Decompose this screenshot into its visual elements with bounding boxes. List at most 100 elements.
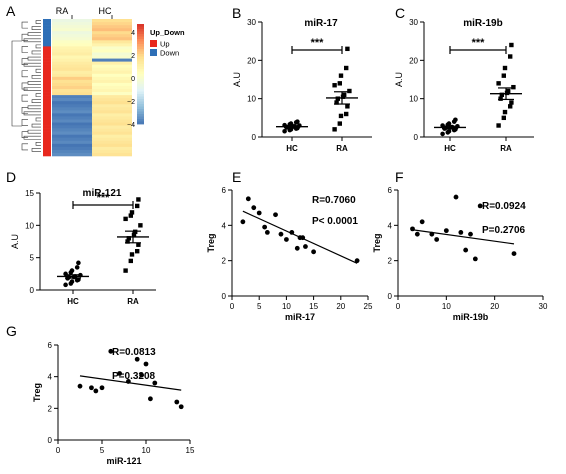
dendrogram-branch <box>21 46 28 53</box>
dendrogram-branch <box>21 21 28 29</box>
panel-e-x-tick-label: 20 <box>336 302 345 311</box>
colorbar-segment <box>137 84 144 87</box>
panel-f-data-point <box>463 247 469 253</box>
panel-f-y-tick-label: 0 <box>388 292 393 301</box>
heatmap-group-bar-segment <box>43 95 51 99</box>
heatmap-cell <box>52 107 93 111</box>
heatmap-cell <box>92 131 132 135</box>
heatmap-cell <box>52 146 93 151</box>
panel-g-y-axis-label: Treg <box>32 383 42 402</box>
panel-d-y-axis-label: A.U <box>10 234 20 249</box>
dendrogram-branch <box>31 75 41 79</box>
heatmap-cell <box>52 137 93 142</box>
colorbar-segment <box>137 66 144 70</box>
heatmap-group-bar-segment <box>43 152 51 157</box>
heatmap-cell <box>92 95 132 99</box>
dendrogram-branch <box>27 56 41 61</box>
heatmap-cell <box>52 52 93 56</box>
heatmap-legend-swatch <box>150 49 157 56</box>
panel-c-significance-label: *** <box>472 37 486 49</box>
panel-b-data-point <box>282 128 287 134</box>
panel-b-y-tick-label: 20 <box>247 56 256 65</box>
panel-f-x-tick-label: 20 <box>490 302 499 311</box>
heatmap-group-bar-segment <box>43 52 51 56</box>
panel-e-data-point <box>294 245 300 251</box>
panel-g-data-point <box>148 396 153 402</box>
heatmap-group-bar-segment <box>43 92 51 96</box>
heatmap-cell <box>52 31 93 35</box>
heatmap-cell <box>52 22 93 26</box>
heatmap-cell <box>92 122 132 126</box>
panel-d-data-point <box>138 223 143 228</box>
heatmap-cell <box>92 19 132 23</box>
panel-g-data-point <box>139 372 145 378</box>
panel-b-title: miR-17 <box>304 18 338 29</box>
heatmap-cell <box>52 134 93 139</box>
heatmap-cell <box>52 110 93 114</box>
colorbar-segment <box>137 36 144 40</box>
panel-c-data-point <box>506 88 511 94</box>
colorbar-segment <box>137 116 144 120</box>
panel-d-y-tick-label: 10 <box>25 221 34 230</box>
heatmap-group-bar-segment <box>43 89 51 93</box>
heatmap-cell <box>92 40 132 44</box>
dendrogram-branch <box>35 20 41 24</box>
panel-c-data-point <box>496 81 501 86</box>
panel-c-data-point <box>502 109 508 115</box>
panel-d-data-point <box>133 229 138 234</box>
heatmap-cell <box>52 37 93 41</box>
panel-f-data-point <box>414 231 420 237</box>
dendrogram-branch <box>21 131 28 139</box>
dendrogram-branch <box>27 32 41 37</box>
mir17-group-plot: 0 10 20 30 miR-17 A.U HC RA *** <box>232 18 372 153</box>
panel-c-x-tick-label: RA <box>500 144 512 153</box>
panel-c-y-tick-label: 30 <box>409 18 418 27</box>
panel-g-y-tick-label: 0 <box>48 436 53 445</box>
heatmap-group-bar-segment <box>43 58 51 62</box>
panel-b-data-point <box>338 113 344 119</box>
heatmap-group-bar-segment <box>43 19 51 23</box>
heatmap-group-bar-segment <box>43 131 51 135</box>
colorbar-segment <box>137 39 144 42</box>
panel-d-data-point <box>128 213 133 218</box>
heatmap-cell <box>52 85 93 90</box>
colorbar-segment <box>137 94 144 97</box>
panel-e-annotation: R=0.7060 <box>312 195 356 206</box>
heatmap-cell <box>92 113 132 117</box>
heatmap-group-bar-segment <box>43 46 51 50</box>
heatmap-cell <box>92 92 132 96</box>
heatmap-cell <box>92 119 132 123</box>
panel-b-data-point <box>295 119 300 124</box>
panel-f-y-axis-label: Treg <box>372 233 382 252</box>
panel-d-y-tick-label: 5 <box>30 254 35 263</box>
panel-e-x-tick-label: 0 <box>230 302 235 311</box>
panel-c-data-point <box>502 65 508 71</box>
heatmap-group-bar-segment <box>43 122 51 126</box>
panel-c-title: miR-19b <box>463 18 502 29</box>
heatmap-cell <box>92 143 132 148</box>
panel-f-data-point <box>443 228 449 234</box>
heatmap-cell <box>92 79 132 84</box>
panel-e-x-tick-label: 15 <box>309 302 318 311</box>
panel-letter-f: F <box>395 169 404 185</box>
panel-b-data-point <box>347 88 352 94</box>
panel-d-data-point <box>63 271 68 277</box>
heatmap-cell <box>52 82 93 87</box>
panel-e-x-tick-label: 25 <box>364 302 373 311</box>
colorbar-segment <box>137 89 144 92</box>
heatmap-legend-title: Up_Down <box>150 28 185 37</box>
dendrogram-branch <box>35 44 41 49</box>
heatmap-group-bar-segment <box>43 64 51 69</box>
heatmap-group-bar-segment <box>43 137 51 142</box>
panel-b-data-point <box>344 65 349 71</box>
heatmap-group-bar-segment <box>43 34 51 38</box>
panel-d-data-point <box>135 203 140 209</box>
heatmap-group-bar-segment <box>43 146 51 151</box>
panel-letter-b: B <box>232 5 241 21</box>
heatmap-group-bar-segment <box>43 125 51 129</box>
panel-e-data-point <box>303 244 308 249</box>
heatmap-cell <box>52 101 93 105</box>
heatmap-cell <box>52 89 93 93</box>
heatmap-cell <box>52 61 93 65</box>
